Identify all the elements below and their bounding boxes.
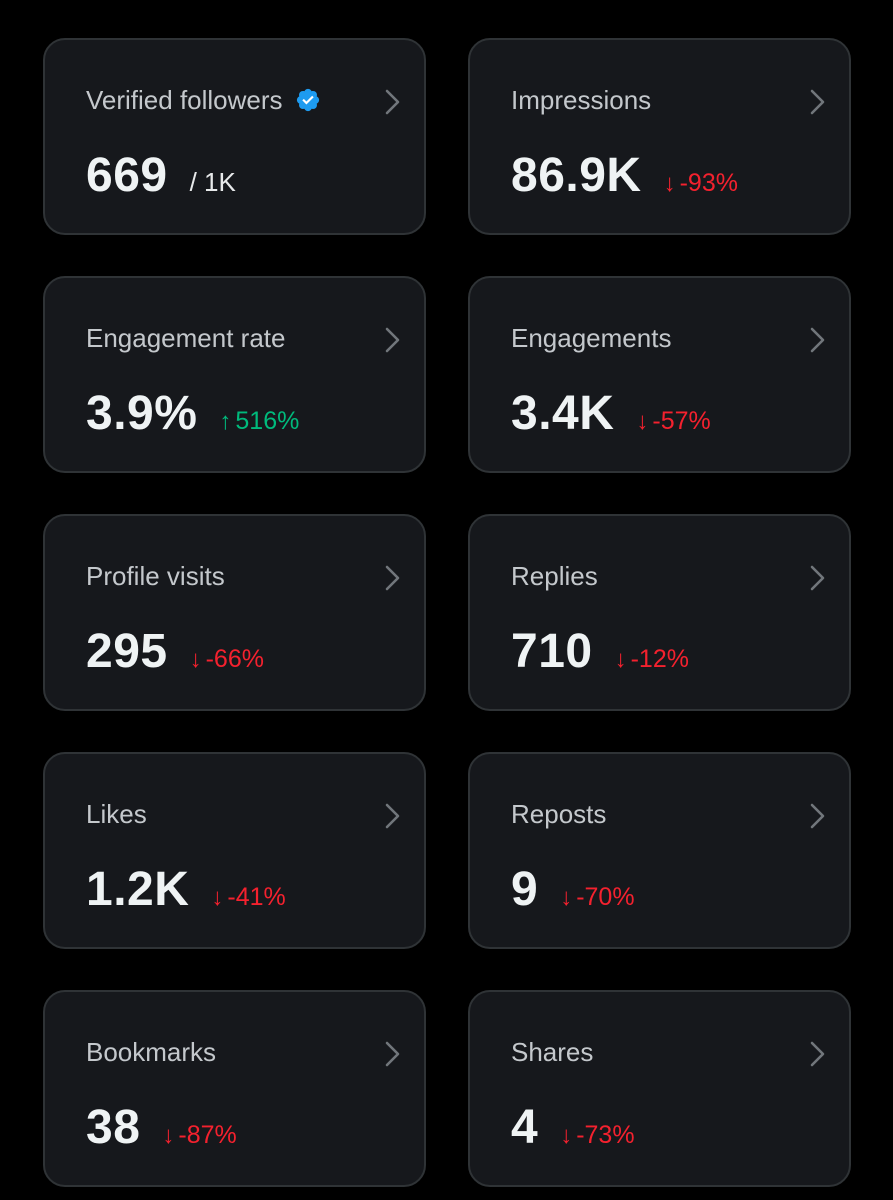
card-title-label: Bookmarks xyxy=(86,1037,217,1067)
value-row: 86.9K ↓ -93% xyxy=(511,148,738,204)
card-title: Engagement rate xyxy=(86,322,285,354)
delta-value: -66% xyxy=(205,645,264,673)
arrow-down-icon: ↓ xyxy=(560,884,573,911)
metric-value: 3.4K xyxy=(511,387,615,440)
delta-value: -87% xyxy=(178,1121,237,1149)
metric-value: 1.2K xyxy=(86,863,190,916)
arrow-down-icon: ↓ xyxy=(636,408,649,435)
metric-value: 710 xyxy=(511,625,593,678)
card-likes[interactable]: Likes 1.2K ↓ -41% xyxy=(43,752,426,949)
card-bookmarks[interactable]: Bookmarks 38 ↓ -87% xyxy=(43,990,426,1187)
card-title-label: Engagements xyxy=(511,323,672,353)
delta-badge: ↓ -73% xyxy=(560,1121,634,1150)
value-row: 9 ↓ -70% xyxy=(511,862,635,918)
card-engagement-rate[interactable]: Engagement rate 3.9% ↑ 516% xyxy=(43,276,426,473)
chevron-right-icon xyxy=(385,89,400,115)
card-title: Impressions xyxy=(511,84,651,116)
chevron-right-icon xyxy=(385,565,400,591)
card-profile-visits[interactable]: Profile visits 295 ↓ -66% xyxy=(43,514,426,711)
card-shares[interactable]: Shares 4 ↓ -73% xyxy=(468,990,851,1187)
card-title-label: Profile visits xyxy=(86,561,225,591)
value-row: 3.9% ↑ 516% xyxy=(86,386,299,442)
chevron-right-icon xyxy=(810,565,825,591)
card-engagements[interactable]: Engagements 3.4K ↓ -57% xyxy=(468,276,851,473)
chevron-right-icon xyxy=(810,803,825,829)
card-verified-followers[interactable]: Verified followers 669 / 1K xyxy=(43,38,426,235)
chevron-right-icon xyxy=(385,803,400,829)
delta-badge: ↓ -93% xyxy=(664,169,738,198)
arrow-down-icon: ↓ xyxy=(663,170,676,197)
value-row: 1.2K ↓ -41% xyxy=(86,862,286,918)
chevron-right-icon xyxy=(810,1041,825,1067)
arrow-down-icon: ↓ xyxy=(211,884,224,911)
arrow-down-icon: ↓ xyxy=(614,646,627,673)
delta-value: 516% xyxy=(235,407,300,435)
card-title-label: Shares xyxy=(511,1037,594,1067)
arrow-down-icon: ↓ xyxy=(162,1122,175,1149)
metric-value: 9 xyxy=(511,863,539,916)
delta-value: -12% xyxy=(630,645,689,673)
arrow-down-icon: ↓ xyxy=(560,1122,573,1149)
value-row: 38 ↓ -87% xyxy=(86,1100,237,1156)
metric-value: 86.9K xyxy=(511,149,642,202)
verified-badge-icon xyxy=(296,88,319,112)
metrics-grid: Verified followers 669 / 1K Impressions … xyxy=(43,38,851,1187)
delta-value: -57% xyxy=(652,407,711,435)
card-title: Reposts xyxy=(511,798,606,830)
card-title-label: Impressions xyxy=(511,85,652,115)
delta-badge: ↓ -66% xyxy=(190,645,264,674)
value-row: 3.4K ↓ -57% xyxy=(511,386,711,442)
card-title-label: Replies xyxy=(511,561,598,591)
card-title: Replies xyxy=(511,560,598,592)
card-replies[interactable]: Replies 710 ↓ -12% xyxy=(468,514,851,711)
card-title: Engagements xyxy=(511,322,671,354)
card-title-label: Likes xyxy=(86,799,147,829)
card-reposts[interactable]: Reposts 9 ↓ -70% xyxy=(468,752,851,949)
metric-value: 669 xyxy=(86,149,168,202)
card-title: Bookmarks xyxy=(86,1036,216,1068)
card-title-label: Verified followers xyxy=(86,85,283,115)
delta-badge: ↓ -87% xyxy=(162,1121,236,1150)
metric-value: 4 xyxy=(511,1101,539,1154)
chevron-right-icon xyxy=(385,327,400,353)
value-row: 4 ↓ -73% xyxy=(511,1100,635,1156)
card-impressions[interactable]: Impressions 86.9K ↓ -93% xyxy=(468,38,851,235)
arrow-up-icon: ↑ xyxy=(219,408,232,435)
value-row: 669 / 1K xyxy=(86,148,236,204)
delta-value: -70% xyxy=(576,883,635,911)
metric-value: 3.9% xyxy=(86,387,198,440)
card-title-label: Reposts xyxy=(511,799,607,829)
delta-badge: ↑ 516% xyxy=(219,407,299,436)
metric-value: 295 xyxy=(86,625,168,678)
card-title: Profile visits xyxy=(86,560,225,592)
value-row: 295 ↓ -66% xyxy=(86,624,264,680)
value-row: 710 ↓ -12% xyxy=(511,624,689,680)
card-title: Verified followers xyxy=(86,84,321,116)
delta-badge: ↓ -70% xyxy=(560,883,634,912)
delta-badge: ↓ -12% xyxy=(615,645,689,674)
card-title: Likes xyxy=(86,798,147,830)
delta-value: -41% xyxy=(227,883,286,911)
metric-suffix: / 1K xyxy=(189,167,236,197)
chevron-right-icon xyxy=(810,327,825,353)
delta-value: -93% xyxy=(679,169,738,197)
delta-badge: ↓ -41% xyxy=(211,883,285,912)
card-title: Shares xyxy=(511,1036,593,1068)
delta-badge: ↓ -57% xyxy=(636,407,710,436)
chevron-right-icon xyxy=(810,89,825,115)
arrow-down-icon: ↓ xyxy=(189,646,202,673)
metric-value: 38 xyxy=(86,1101,141,1154)
delta-value: -73% xyxy=(576,1121,635,1149)
chevron-right-icon xyxy=(385,1041,400,1067)
card-title-label: Engagement rate xyxy=(86,323,286,353)
